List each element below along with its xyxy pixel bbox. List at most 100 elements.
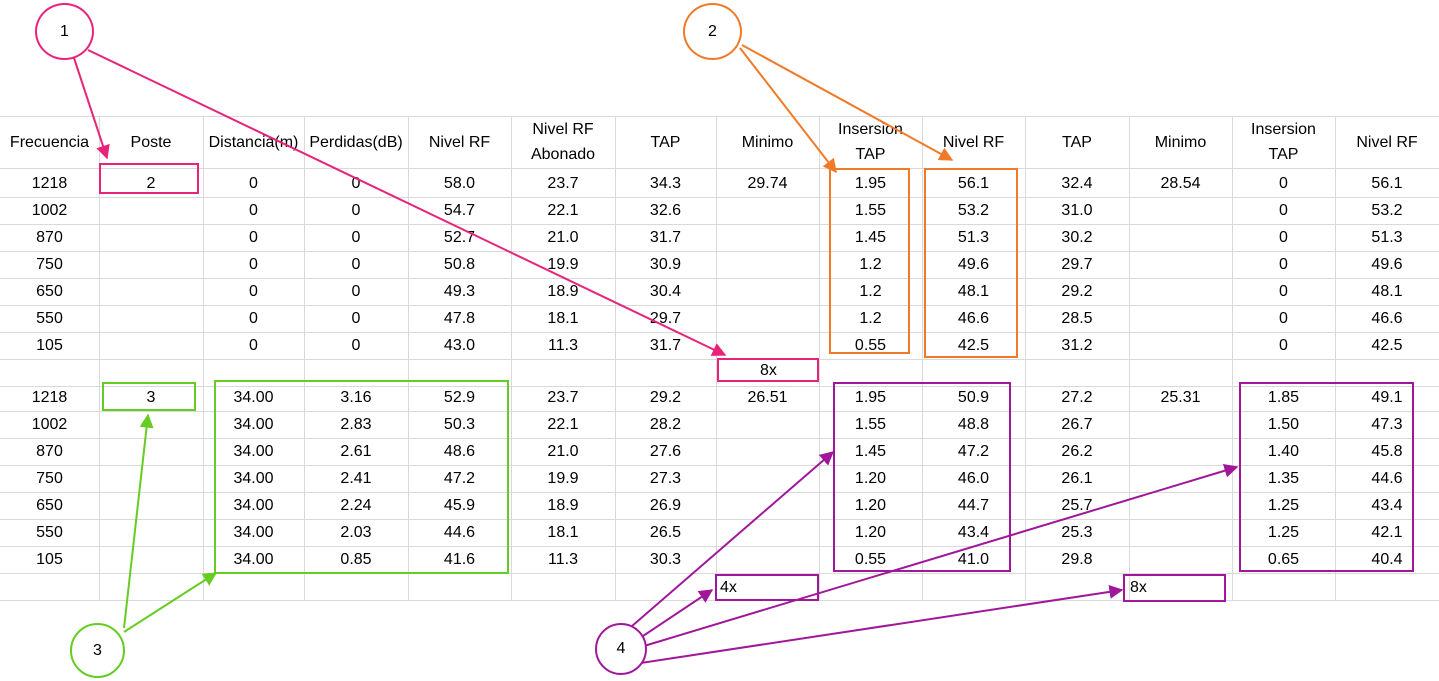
table-cell[interactable]: 11.3 [548, 551, 578, 568]
table-cell[interactable]: 550 [36, 310, 63, 327]
table-cell[interactable] [99, 546, 203, 573]
table-cell[interactable]: 29.74 [747, 175, 788, 192]
table-cell[interactable]: 31.7 [649, 229, 682, 246]
table-cell[interactable]: 29.2 [1061, 283, 1093, 300]
table-cell[interactable] [1129, 197, 1232, 224]
table-cell[interactable]: 50.3 [443, 416, 476, 433]
table-cell[interactable]: 49.1 [1371, 389, 1403, 406]
table-cell[interactable]: 29.8 [1061, 551, 1093, 568]
table-cell[interactable]: 2.41 [340, 470, 372, 487]
table-cell[interactable]: 0 [1279, 175, 1288, 192]
table-cell[interactable] [1129, 411, 1232, 438]
table-cell[interactable]: 0 [249, 337, 258, 354]
table-cell[interactable]: 34.00 [233, 389, 274, 406]
table-cell[interactable]: 27.6 [649, 443, 682, 460]
table-cell[interactable]: 46.6 [957, 310, 990, 327]
table-cell[interactable] [1129, 465, 1232, 492]
table-cell[interactable] [1129, 278, 1232, 305]
table-cell[interactable] [716, 411, 819, 438]
table-cell[interactable]: 50.9 [957, 389, 990, 406]
table-cell[interactable]: 56.1 [1371, 175, 1403, 192]
table-cell[interactable]: 1.55 [854, 202, 887, 219]
table-cell[interactable]: 31.7 [649, 337, 682, 354]
table-cell[interactable]: 18.9 [547, 283, 579, 300]
table-cell[interactable] [1129, 492, 1232, 519]
table-cell[interactable] [716, 465, 819, 492]
table-cell[interactable]: 0 [1279, 337, 1288, 354]
table-cell[interactable]: 0 [249, 229, 258, 246]
table-cell[interactable]: 650 [36, 497, 63, 514]
table-cell[interactable]: 49.6 [1371, 256, 1403, 273]
table-cell[interactable]: 3.16 [340, 389, 372, 406]
table-cell[interactable]: 21.0 [547, 443, 579, 460]
table-cell[interactable] [99, 278, 203, 305]
table-cell[interactable]: 1002 [31, 202, 68, 219]
table-cell[interactable]: 27.3 [649, 470, 682, 487]
table-cell[interactable]: 0 [351, 202, 361, 219]
table-cell[interactable]: 23.7 [547, 175, 579, 192]
table-cell[interactable] [1129, 438, 1232, 465]
table-cell[interactable]: 750 [36, 256, 63, 273]
table-cell[interactable]: 50.8 [443, 256, 476, 273]
table-cell[interactable]: 26.5 [649, 524, 682, 541]
table-cell[interactable]: 26.2 [1061, 443, 1093, 460]
table-cell[interactable]: 47.8 [443, 310, 476, 327]
table-cell[interactable]: 44.6 [1371, 470, 1403, 487]
table-cell[interactable]: 53.2 [957, 202, 990, 219]
table-cell[interactable]: 29.2 [649, 389, 682, 406]
table-cell[interactable]: 31.0 [1061, 202, 1093, 219]
table-cell[interactable]: 27.2 [1061, 389, 1093, 406]
table-cell[interactable]: 34.00 [233, 524, 274, 541]
table-cell[interactable]: 870 [36, 229, 63, 246]
table-cell[interactable]: 22.1 [547, 202, 579, 219]
table-cell[interactable]: 29.7 [649, 310, 682, 327]
table-cell[interactable]: 26.1 [1061, 470, 1093, 487]
table-cell[interactable] [1129, 251, 1232, 278]
table-cell[interactable]: 30.9 [649, 256, 682, 273]
table-cell[interactable]: 54.7 [443, 202, 476, 219]
table-cell[interactable]: 1.95 [854, 175, 887, 192]
table-cell[interactable]: 21.0 [547, 229, 579, 246]
table-cell[interactable]: 48.1 [957, 283, 990, 300]
table-cell[interactable]: 0 [249, 175, 258, 192]
table-cell[interactable]: 1.35 [1267, 470, 1300, 487]
table-cell[interactable]: 0 [351, 256, 361, 273]
table-cell[interactable]: 26.9 [649, 497, 682, 514]
table-cell[interactable]: 25.31 [1160, 389, 1201, 406]
table-cell[interactable]: 52.7 [443, 229, 476, 246]
table-cell[interactable] [99, 465, 203, 492]
table-cell[interactable]: 29.7 [1061, 256, 1093, 273]
table-cell[interactable]: 1218 [31, 175, 68, 192]
table-cell[interactable]: 30.3 [649, 551, 682, 568]
table-cell[interactable]: 0 [249, 202, 258, 219]
table-cell[interactable]: 53.2 [1371, 202, 1403, 219]
table-cell[interactable]: 0 [1279, 283, 1288, 300]
table-cell[interactable]: 28.5 [1061, 310, 1093, 327]
table-cell[interactable]: 1.95 [854, 389, 887, 406]
table-cell[interactable] [99, 224, 203, 251]
table-cell[interactable]: 0 [249, 256, 258, 273]
table-cell[interactable]: 23.7 [547, 389, 579, 406]
table-cell[interactable]: 32.6 [649, 202, 682, 219]
table-cell[interactable]: 1002 [31, 416, 68, 433]
table-cell[interactable]: 34.00 [233, 551, 274, 568]
table-cell[interactable]: 34.00 [233, 416, 274, 433]
table-cell[interactable]: 2.24 [340, 497, 372, 514]
table-cell[interactable] [1129, 305, 1232, 332]
table-cell[interactable]: 1.45 [854, 443, 887, 460]
table-cell[interactable] [716, 224, 819, 251]
table-cell[interactable]: 26.7 [1061, 416, 1093, 433]
table-cell[interactable]: 34.3 [649, 175, 682, 192]
table-cell[interactable]: 34.00 [233, 470, 274, 487]
table-cell[interactable]: 47.3 [1371, 416, 1403, 433]
table-cell[interactable]: 45.9 [443, 497, 476, 514]
table-cell[interactable]: 28.54 [1160, 175, 1201, 192]
table-cell[interactable]: 51.3 [957, 229, 990, 246]
table-cell[interactable]: 870 [36, 443, 63, 460]
table-cell[interactable]: 105 [36, 551, 63, 568]
table-cell[interactable]: 43.4 [1371, 497, 1403, 514]
table-cell[interactable]: 750 [36, 470, 63, 487]
table-cell[interactable] [716, 251, 819, 278]
table-cell[interactable]: 0.65 [1267, 551, 1300, 568]
table-cell[interactable]: 42.5 [957, 337, 990, 354]
